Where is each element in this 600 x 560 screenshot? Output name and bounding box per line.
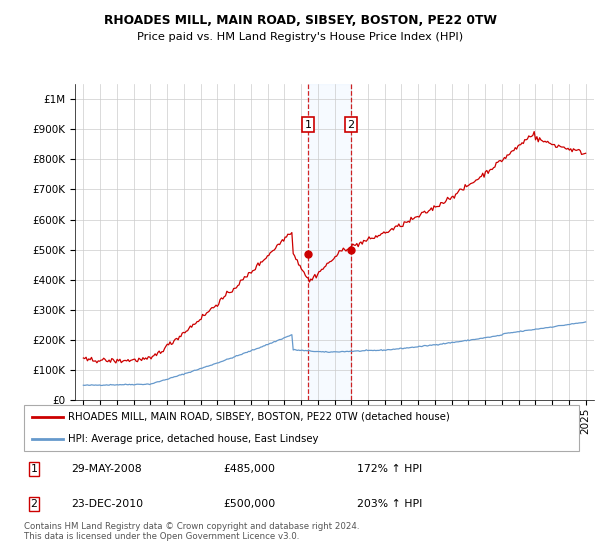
FancyBboxPatch shape	[24, 405, 579, 451]
Text: £485,000: £485,000	[224, 464, 276, 474]
Text: 203% ↑ HPI: 203% ↑ HPI	[357, 499, 422, 509]
Text: 1: 1	[304, 120, 311, 130]
Text: 1: 1	[31, 464, 37, 474]
Text: 29-MAY-2008: 29-MAY-2008	[71, 464, 142, 474]
Text: 172% ↑ HPI: 172% ↑ HPI	[357, 464, 422, 474]
Bar	[308, 84, 351, 400]
Text: 2: 2	[31, 499, 37, 509]
Text: 23-DEC-2010: 23-DEC-2010	[71, 499, 143, 509]
Text: RHOADES MILL, MAIN ROAD, SIBSEY, BOSTON, PE22 0TW (detached house): RHOADES MILL, MAIN ROAD, SIBSEY, BOSTON,…	[68, 412, 450, 422]
Text: HPI: Average price, detached house, East Lindsey: HPI: Average price, detached house, East…	[68, 434, 319, 444]
Text: 2: 2	[347, 120, 355, 130]
Text: £500,000: £500,000	[224, 499, 276, 509]
Text: Price paid vs. HM Land Registry's House Price Index (HPI): Price paid vs. HM Land Registry's House …	[137, 32, 463, 43]
Text: Contains HM Land Registry data © Crown copyright and database right 2024.
This d: Contains HM Land Registry data © Crown c…	[24, 522, 359, 542]
Text: RHOADES MILL, MAIN ROAD, SIBSEY, BOSTON, PE22 0TW: RHOADES MILL, MAIN ROAD, SIBSEY, BOSTON,…	[104, 14, 497, 27]
